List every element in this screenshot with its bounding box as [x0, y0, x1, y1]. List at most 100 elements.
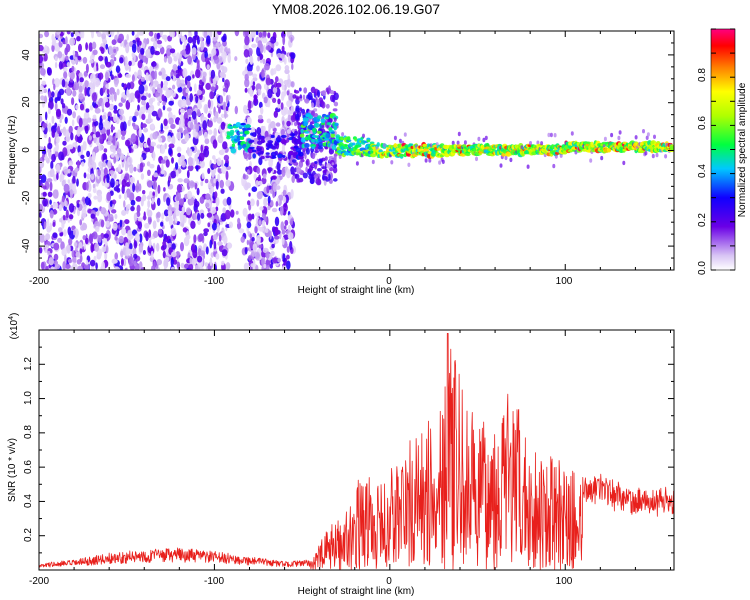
spectrogram-cell — [224, 162, 229, 168]
spectrogram-cell — [118, 108, 125, 116]
top-ytick-label-40: 40 — [21, 49, 32, 61]
spectrogram-cell — [202, 71, 207, 78]
spectrogram-cell — [252, 243, 258, 252]
spectrogram-cell — [93, 64, 97, 73]
spectrogram-cell — [210, 206, 217, 215]
spectrogram-cell — [113, 114, 117, 123]
spectrogram-cell — [78, 43, 82, 53]
spectrogram-cell — [276, 161, 281, 171]
spectrogram-cell — [130, 199, 136, 206]
spectrogram-cell — [210, 69, 216, 79]
spectrogram-cell — [181, 206, 185, 213]
spectrogram-cell — [262, 58, 266, 65]
spectrogram-cell — [261, 177, 267, 185]
spectrogram-cell — [91, 31, 94, 39]
spectrogram-cell — [114, 252, 118, 260]
spectrogram-cell — [159, 87, 163, 95]
spectrogram-cell — [270, 134, 275, 139]
spectrogram-cell — [142, 190, 146, 195]
spectrogram-cell — [55, 136, 60, 144]
spectrogram-cell — [58, 204, 63, 212]
spectrogram-cell — [168, 216, 173, 226]
spectrogram-cell — [261, 256, 266, 267]
spectrogram-cell — [142, 55, 148, 63]
spectrogram-cell — [251, 213, 255, 220]
spectrogram-cell — [158, 137, 163, 143]
spectrogram-cell — [75, 56, 78, 64]
spectrogram-cell — [255, 31, 259, 36]
spectrogram-cell — [281, 144, 286, 153]
spectrogram-cell — [281, 236, 285, 246]
spectrogram-cell — [305, 158, 310, 166]
colorbar-tick-label-0.8: 0.8 — [697, 68, 708, 82]
spectrogram-cell — [116, 187, 121, 193]
spectrogram-cell — [253, 173, 257, 181]
spectrogram-cell — [166, 48, 172, 57]
spectrogram-cell — [147, 107, 153, 115]
spectrogram-cell — [258, 174, 261, 182]
spectrogram-cell — [212, 164, 218, 169]
spectrogram-cell — [169, 31, 173, 38]
spectrogram-cell — [220, 159, 224, 168]
spectrogram-cell — [302, 172, 308, 179]
spectrogram-cell — [51, 40, 55, 46]
spectrogram-cell — [178, 118, 184, 128]
spectrogram-cell — [182, 227, 188, 233]
spectrogram-cell — [63, 229, 67, 237]
spectrogram-cell — [610, 132, 614, 138]
spectrogram-cell — [89, 59, 94, 64]
spectrogram-cell — [120, 121, 125, 132]
spectrogram-cell — [185, 88, 190, 94]
spectrogram-cell — [77, 145, 82, 154]
spectrogram-cell — [129, 163, 134, 174]
spectrogram-cell — [271, 207, 278, 213]
spectrogram-cell — [230, 209, 235, 218]
spectrogram-cell — [54, 77, 60, 88]
spectrogram-cell — [135, 196, 142, 202]
spectrogram-cell — [66, 108, 73, 116]
spectrogram-cell — [44, 248, 48, 253]
spectrogram-cell — [225, 179, 231, 187]
spectrogram-cell — [72, 255, 77, 264]
spectrogram-cell — [95, 131, 101, 138]
spectrogram-cell — [603, 136, 607, 142]
spectrogram-cell — [326, 122, 332, 126]
spectrogram-cell — [275, 82, 282, 88]
spectrogram-cell — [299, 133, 305, 138]
spectrogram-cell — [216, 157, 222, 167]
spectrogram-cell — [159, 31, 164, 37]
spectrogram-cell — [79, 103, 85, 111]
spectrogram-cell — [175, 162, 179, 170]
spectrogram-cell — [150, 250, 154, 259]
spectrogram-cell — [260, 107, 264, 115]
spectrogram-cell — [176, 78, 182, 88]
spectrogram-cell — [198, 130, 203, 136]
spectrogram-cell — [206, 35, 211, 45]
spectrogram-cell — [98, 55, 104, 62]
spectrogram-cell — [287, 114, 292, 122]
spectrogram-cell — [115, 65, 121, 73]
spectrogram-cell — [622, 160, 626, 166]
spectrogram-cell — [81, 161, 85, 167]
spectrogram-cell — [504, 155, 508, 161]
spectrogram-cell — [131, 52, 135, 58]
spectrogram-cell — [286, 120, 291, 127]
spectrogram-cell — [50, 266, 55, 270]
spectrogram-cell — [225, 106, 229, 111]
spectrogram-cell — [113, 77, 120, 85]
spectrogram-cell — [326, 163, 332, 169]
spectrogram-cell — [125, 247, 130, 257]
spectrogram-cell — [148, 98, 154, 105]
spectrogram-cell — [47, 250, 51, 256]
spectrogram-cell — [248, 192, 251, 197]
spectrogram-cell — [100, 219, 105, 228]
spectrogram-cell — [91, 218, 94, 222]
spectrogram-cell — [144, 222, 150, 229]
spectrogram-cell — [55, 142, 59, 152]
spectrogram-cell — [195, 95, 199, 104]
spectrogram-cell — [559, 153, 563, 158]
spectrogram-cell — [256, 191, 263, 200]
spectrogram-cell — [132, 182, 136, 193]
spectrogram-cell — [73, 229, 76, 236]
spectrogram-cell — [220, 113, 225, 118]
